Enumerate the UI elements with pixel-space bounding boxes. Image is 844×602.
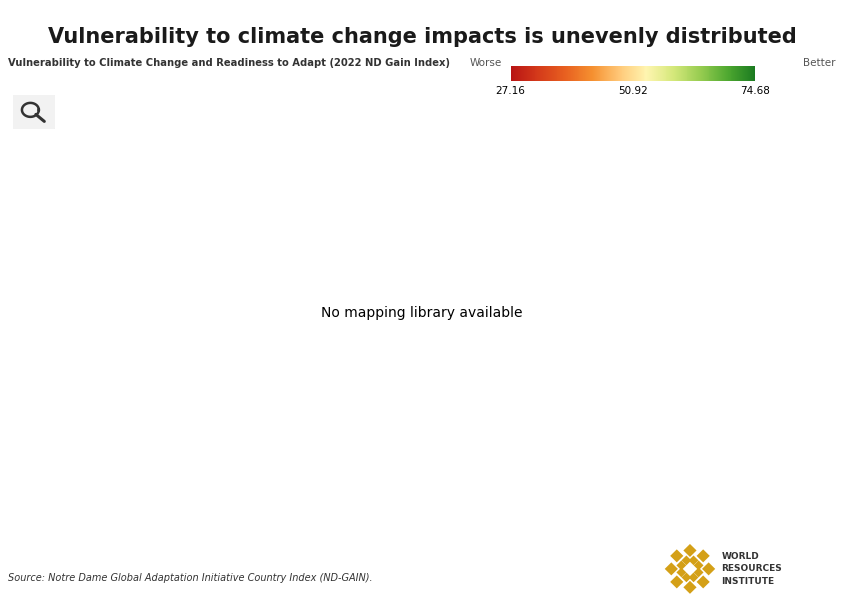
Polygon shape	[684, 581, 696, 594]
Polygon shape	[676, 560, 686, 570]
Polygon shape	[702, 562, 715, 576]
Polygon shape	[684, 563, 695, 574]
Text: Vulnerability to Climate Change and Readiness to Adapt (2022 ND Gain Index): Vulnerability to Climate Change and Read…	[8, 58, 451, 68]
Polygon shape	[681, 573, 691, 582]
Text: WORLD
RESOURCES
INSTITUTE: WORLD RESOURCES INSTITUTE	[722, 552, 782, 586]
Polygon shape	[689, 573, 699, 582]
Polygon shape	[665, 562, 678, 576]
Polygon shape	[670, 550, 684, 562]
Text: Better: Better	[803, 58, 836, 68]
Polygon shape	[694, 568, 704, 577]
Text: Worse: Worse	[470, 58, 502, 68]
Text: Vulnerability to climate change impacts is unevenly distributed: Vulnerability to climate change impacts …	[47, 27, 797, 47]
Polygon shape	[696, 576, 710, 588]
Polygon shape	[689, 556, 699, 565]
Text: Source: Notre Dame Global Adaptation Initiative Country Index (ND-GAIN).: Source: Notre Dame Global Adaptation Ini…	[8, 573, 373, 583]
Polygon shape	[670, 576, 684, 588]
Polygon shape	[696, 550, 710, 562]
Polygon shape	[694, 560, 704, 570]
Polygon shape	[676, 568, 686, 577]
Text: No mapping library available: No mapping library available	[322, 306, 522, 320]
FancyBboxPatch shape	[12, 93, 57, 131]
Polygon shape	[681, 556, 691, 565]
Polygon shape	[684, 544, 696, 557]
